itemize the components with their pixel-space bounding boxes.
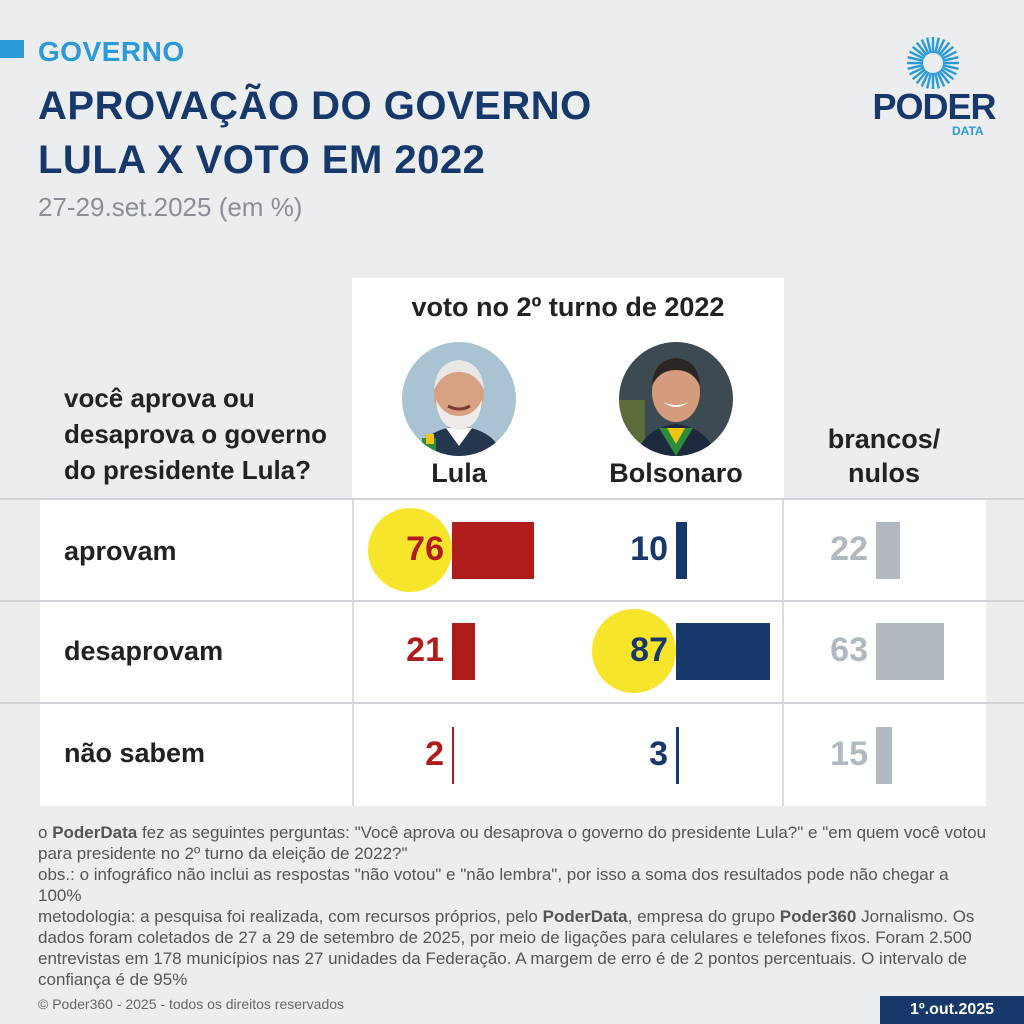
row-label-nao-sabem: não sabem — [64, 738, 206, 768]
logo-sub: DATA — [952, 124, 984, 138]
bar-red — [452, 521, 534, 579]
copyright: © Poder360 - 2025 - todos os direitos re… — [38, 996, 345, 1012]
bar-blue — [676, 726, 679, 784]
page-title-line1: APROVAÇÃO DO GOVERNO — [38, 84, 592, 128]
poderdata-logo-icon — [907, 37, 959, 89]
header-divider — [0, 498, 1024, 500]
row-divider — [0, 600, 1024, 602]
lula-avatar — [402, 342, 516, 456]
notes-obs: obs.: o infográfico não inclui as respos… — [38, 865, 949, 905]
bar-blue — [676, 521, 687, 579]
logo-name: PODER — [872, 86, 996, 127]
data-label: 21 — [406, 631, 444, 669]
data-label: 3 — [649, 735, 668, 773]
publication-date: 1º.out.2025 — [880, 996, 1024, 1024]
section-label: GOVERNO — [38, 36, 185, 67]
notes-question: o PoderData fez as seguintes perguntas: … — [38, 823, 987, 863]
page-title-line2: LULA X VOTO EM 2022 — [38, 138, 486, 182]
page-subtitle: 27-29.set.2025 (em %) — [38, 192, 303, 222]
highlight-circle — [368, 508, 452, 592]
highlight-circle — [592, 609, 676, 693]
bar-gray — [876, 726, 892, 784]
notes-methodology: metodologia: a pesquisa foi realizada, c… — [38, 907, 975, 989]
data-label: 63 — [830, 631, 868, 669]
data-label: 10 — [630, 530, 668, 568]
column-header-lula: Lula — [431, 458, 487, 488]
data-label: 87 — [630, 631, 668, 669]
data-label: 22 — [830, 530, 868, 568]
row-label-aprovam: aprovam — [64, 536, 177, 566]
notes: o PoderData fez as seguintes perguntas: … — [38, 822, 988, 990]
row-divider — [0, 702, 1024, 704]
bar-blue — [676, 622, 770, 680]
data-label: 2 — [425, 735, 444, 773]
bar-gray — [876, 521, 900, 579]
section-accent — [0, 40, 24, 58]
vote-header: voto no 2º turno de 2022 — [411, 292, 725, 322]
data-label: 15 — [830, 735, 868, 773]
data-label: 76 — [406, 530, 444, 568]
bar-red — [452, 622, 475, 680]
column-header-brancos: brancos/ nulos — [827, 424, 941, 488]
column-header-bolsonaro: Bolsonaro — [609, 458, 743, 488]
bar-red — [452, 726, 454, 784]
question-label: você aprova ou desaprova o governo do pr… — [64, 383, 327, 485]
column-separator — [782, 500, 784, 806]
bar-gray — [876, 622, 944, 680]
column-separator — [352, 500, 354, 806]
bolsonaro-avatar — [619, 342, 733, 456]
row-label-desaprovam: desaprovam — [64, 636, 224, 666]
